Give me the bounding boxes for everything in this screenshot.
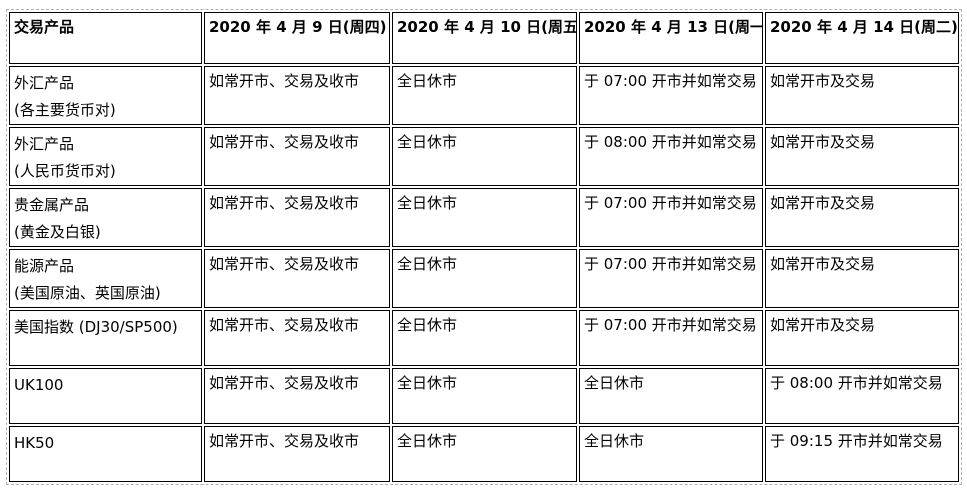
- product-detail: (美国原油、英国原油): [14, 284, 161, 302]
- table-row-us-indices: 美国指数 (DJ30/SP500) 如常开市、交易及收市 全日休市 于 07:0…: [9, 310, 959, 366]
- product-cell: HK50: [9, 426, 202, 482]
- trading-schedule-table: 交易产品 2020 年 4 月 9 日(周四) 2020 年 4 月 10 日(…: [6, 9, 962, 485]
- schedule-cell-apr13: 全日休市: [579, 368, 763, 424]
- schedule-cell-apr9: 如常开市、交易及收市: [204, 66, 390, 125]
- schedule-cell-apr9: 如常开市、交易及收市: [204, 188, 390, 247]
- schedule-cell-apr13: 于 07:00 开市并如常交易: [579, 249, 763, 308]
- column-header-apr10: 2020 年 4 月 10 日(周五): [392, 12, 577, 64]
- schedule-cell-apr10: 全日休市: [392, 249, 577, 308]
- schedule-cell-apr13: 于 07:00 开市并如常交易: [579, 310, 763, 366]
- schedule-cell-apr9: 如常开市、交易及收市: [204, 127, 390, 186]
- product-name: 外汇产品: [14, 74, 75, 92]
- schedule-cell-apr13: 于 07:00 开市并如常交易: [579, 66, 763, 125]
- schedule-cell-apr10: 全日休市: [392, 66, 577, 125]
- schedule-cell-apr14: 如常开市及交易: [765, 310, 959, 366]
- table-row-precious-metals: 贵金属产品 (黄金及白银) 如常开市、交易及收市 全日休市 于 07:00 开市…: [9, 188, 959, 247]
- schedule-cell-apr9: 如常开市、交易及收市: [204, 249, 390, 308]
- product-detail: (各主要货币对): [14, 101, 116, 119]
- table-row-uk100: UK100 如常开市、交易及收市 全日休市 全日休市 于 08:00 开市并如常…: [9, 368, 959, 424]
- schedule-cell-apr10: 全日休市: [392, 127, 577, 186]
- schedule-cell-apr10: 全日休市: [392, 368, 577, 424]
- product-name: 外汇产品: [14, 135, 75, 153]
- schedule-cell-apr9: 如常开市、交易及收市: [204, 368, 390, 424]
- column-header-apr13: 2020 年 4 月 13 日(周一): [579, 12, 763, 64]
- table-row-hk50: HK50 如常开市、交易及收市 全日休市 全日休市 于 09:15 开市并如常交…: [9, 426, 959, 482]
- product-name: UK100: [14, 376, 64, 394]
- column-header-product: 交易产品: [9, 12, 202, 64]
- schedule-cell-apr14: 如常开市及交易: [765, 188, 959, 247]
- product-detail: (黄金及白银): [14, 223, 101, 241]
- product-name: HK50: [14, 434, 55, 452]
- schedule-cell-apr10: 全日休市: [392, 426, 577, 482]
- product-cell: 外汇产品 (人民币货币对): [9, 127, 202, 186]
- column-header-apr14: 2020 年 4 月 14 日(周二): [765, 12, 959, 64]
- table-row-energy: 能源产品 (美国原油、英国原油) 如常开市、交易及收市 全日休市 于 07:00…: [9, 249, 959, 308]
- table-row-fx-rmb: 外汇产品 (人民币货币对) 如常开市、交易及收市 全日休市 于 08:00 开市…: [9, 127, 959, 186]
- schedule-cell-apr10: 全日休市: [392, 188, 577, 247]
- schedule-cell-apr10: 全日休市: [392, 310, 577, 366]
- schedule-cell-apr13: 于 07:00 开市并如常交易: [579, 188, 763, 247]
- schedule-cell-apr14: 如常开市及交易: [765, 66, 959, 125]
- schedule-cell-apr14: 如常开市及交易: [765, 249, 959, 308]
- schedule-cell-apr14: 于 08:00 开市并如常交易: [765, 368, 959, 424]
- product-detail: (人民币货币对): [14, 162, 116, 180]
- schedule-cell-apr14: 如常开市及交易: [765, 127, 959, 186]
- product-cell: UK100: [9, 368, 202, 424]
- schedule-cell-apr13: 于 08:00 开市并如常交易: [579, 127, 763, 186]
- product-cell: 贵金属产品 (黄金及白银): [9, 188, 202, 247]
- table-row-fx-major: 外汇产品 (各主要货币对) 如常开市、交易及收市 全日休市 于 07:00 开市…: [9, 66, 959, 125]
- product-name: 美国指数 (DJ30/SP500): [14, 318, 178, 336]
- column-header-apr9: 2020 年 4 月 9 日(周四): [204, 12, 390, 64]
- schedule-cell-apr14: 于 09:15 开市并如常交易: [765, 426, 959, 482]
- product-name: 贵金属产品: [14, 196, 90, 214]
- product-name: 能源产品: [14, 257, 75, 275]
- product-cell: 能源产品 (美国原油、英国原油): [9, 249, 202, 308]
- schedule-cell-apr9: 如常开市、交易及收市: [204, 426, 390, 482]
- header-row: 交易产品 2020 年 4 月 9 日(周四) 2020 年 4 月 10 日(…: [9, 12, 959, 64]
- product-cell: 美国指数 (DJ30/SP500): [9, 310, 202, 366]
- product-cell: 外汇产品 (各主要货币对): [9, 66, 202, 125]
- schedule-cell-apr9: 如常开市、交易及收市: [204, 310, 390, 366]
- schedule-cell-apr13: 全日休市: [579, 426, 763, 482]
